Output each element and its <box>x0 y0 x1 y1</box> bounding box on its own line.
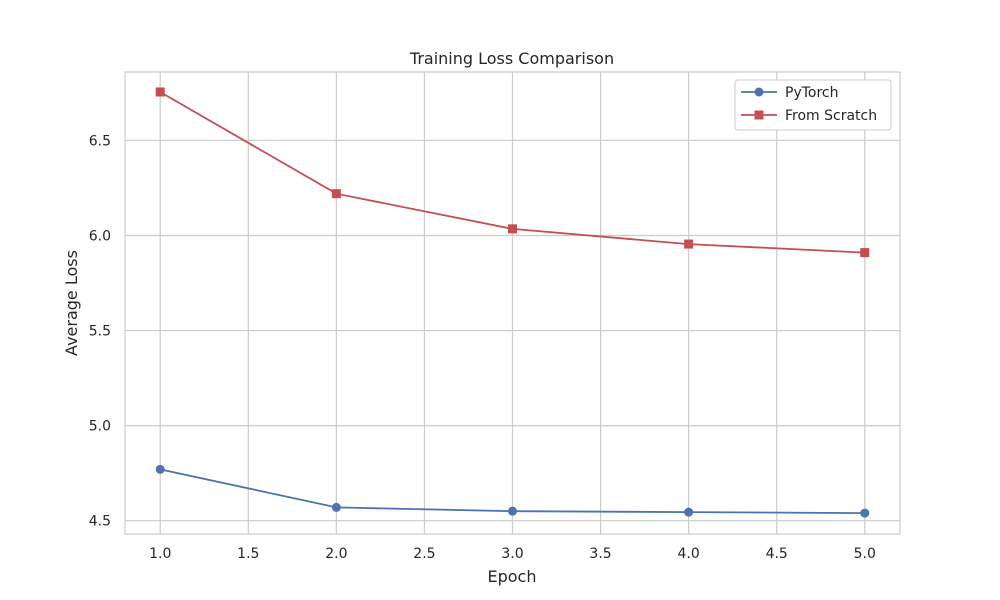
y-tick-label: 6.5 <box>89 133 111 149</box>
plot-frame <box>124 71 901 535</box>
data-point-from-scratch <box>155 87 165 97</box>
legend: PyTorch From Scratch <box>734 79 892 131</box>
x-tick-label: 5.0 <box>854 546 876 562</box>
data-point-pytorch <box>684 507 694 517</box>
y-tick-label: 5.0 <box>89 419 111 435</box>
legend-marker-from-scratch <box>754 110 764 120</box>
legend-marker-pytorch <box>754 87 764 97</box>
data-point-pytorch <box>155 464 165 474</box>
data-point-from-scratch <box>860 248 870 258</box>
legend-label-from-scratch: From Scratch <box>785 108 877 124</box>
chart-title: Training Loss Comparison <box>409 49 614 68</box>
x-tick-label: 1.0 <box>149 546 171 562</box>
x-tick-label: 2.0 <box>325 546 347 562</box>
y-tick-label: 6.0 <box>89 229 111 245</box>
y-axis-label: Average Loss <box>62 250 81 356</box>
y-tick-label: 5.5 <box>89 324 111 340</box>
data-point-pytorch <box>331 502 341 512</box>
x-axis-label: Epoch <box>488 567 537 586</box>
x-tick-label: 2.5 <box>413 546 435 562</box>
x-tick-labels: 1.0 1.5 2.0 2.5 3.0 3.5 4.0 4.5 5.0 <box>149 546 876 562</box>
series-layer <box>155 87 870 518</box>
x-tick-label: 4.0 <box>678 546 700 562</box>
data-point-from-scratch <box>684 239 694 249</box>
data-point-pytorch <box>860 508 870 518</box>
y-tick-label: 4.5 <box>89 514 111 530</box>
data-point-pytorch <box>508 506 517 516</box>
x-tick-label: 3.0 <box>501 546 523 562</box>
x-tick-label: 4.5 <box>766 546 788 562</box>
legend-label-pytorch: PyTorch <box>785 85 838 101</box>
y-tick-labels: 4.5 5.0 5.5 6.0 6.5 <box>89 133 111 529</box>
x-tick-label: 1.5 <box>237 546 259 562</box>
x-tick-label: 3.5 <box>589 546 611 562</box>
data-point-from-scratch <box>508 224 517 234</box>
grid-lines <box>125 72 900 534</box>
data-point-from-scratch <box>331 189 341 199</box>
